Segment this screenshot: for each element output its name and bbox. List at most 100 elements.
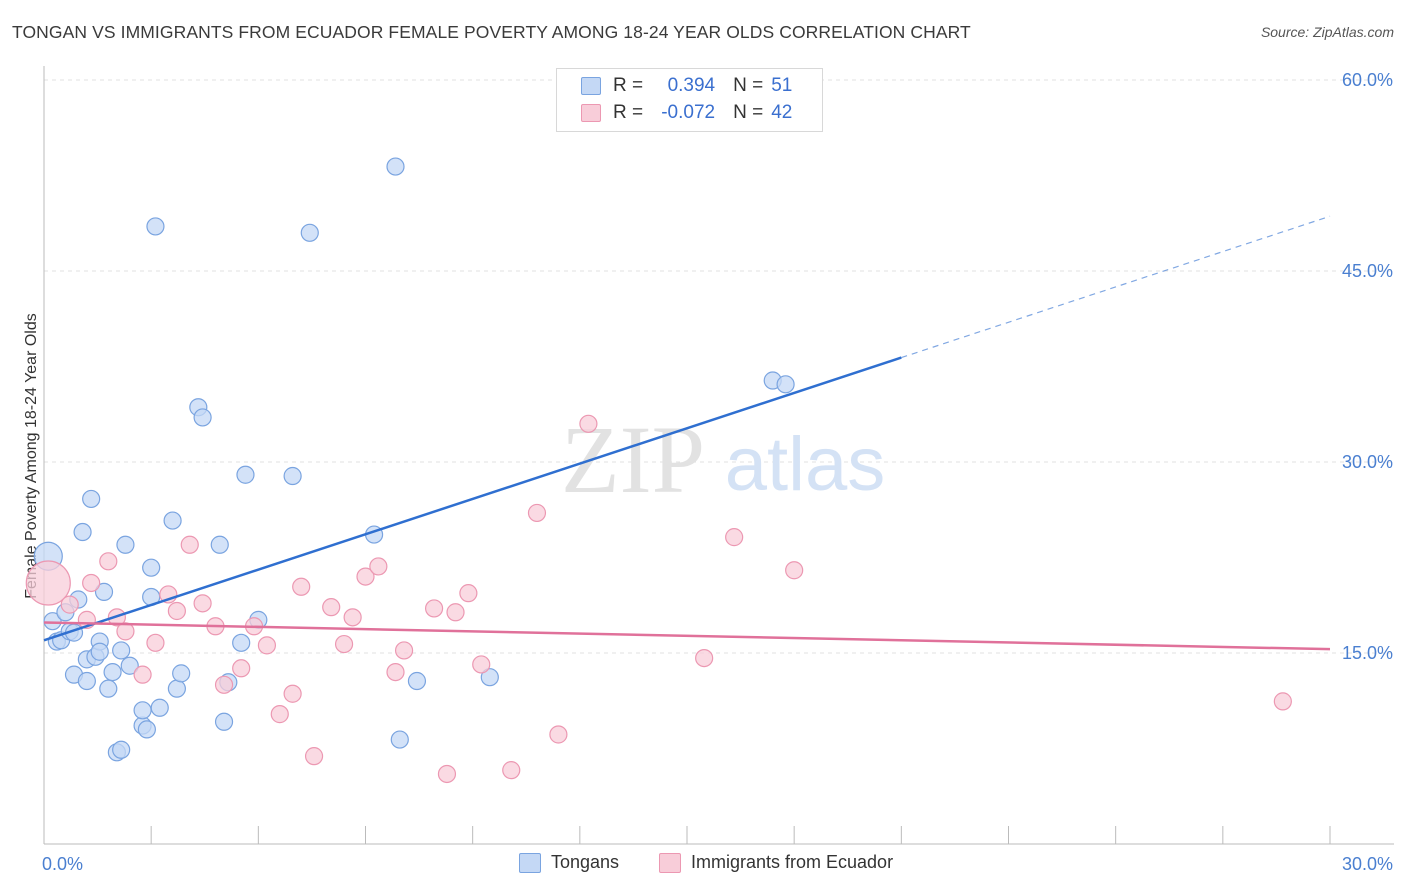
legend-item-tongans[interactable]: Tongans [519, 852, 619, 873]
tongans-point [300, 223, 319, 242]
ecuador-point [292, 577, 311, 596]
ecuador-point [133, 665, 152, 684]
ecuador-point [232, 659, 251, 678]
tongans-point [103, 662, 122, 682]
n-label: N = [733, 102, 764, 123]
ecuador-point [334, 634, 354, 654]
tongans-point [283, 466, 302, 486]
ecuador-point [459, 584, 478, 603]
ecuador-point [695, 648, 714, 668]
ecuador-point [446, 603, 465, 622]
tongans-point [116, 535, 135, 554]
ecuador-point [257, 636, 277, 655]
ecuador-point [549, 725, 568, 744]
stats-row-tongans: R = 0.394 N = 51 [581, 73, 792, 99]
y-tick-label: 60.0% [1342, 70, 1393, 90]
tongans-point [99, 679, 118, 698]
r-value: 0.394 [667, 75, 716, 96]
tongans-point [94, 582, 114, 601]
ecuador-point [82, 573, 101, 593]
tongans-trend-extension [901, 215, 1331, 359]
ecuador-point [527, 503, 547, 523]
ecuador-swatch [581, 104, 601, 122]
tongans-point [150, 698, 169, 717]
x-tick-label: 30.0% [1342, 854, 1393, 874]
tongans-point [120, 656, 139, 675]
tongans-point [390, 730, 409, 749]
tongans-point [77, 671, 96, 691]
watermark: ZIP atlas [561, 406, 885, 513]
ecuador-point [785, 561, 804, 580]
ecuador-point [725, 528, 744, 547]
ecuador-point [99, 552, 118, 571]
x-tick-label: 0.0% [42, 854, 83, 874]
ecuador-point [180, 535, 199, 554]
tongans-point [146, 217, 165, 236]
ecuador-point [322, 598, 341, 617]
tongans-point [73, 522, 92, 542]
ecuador-point [386, 662, 405, 682]
tongans-point [142, 558, 161, 577]
ecuador-point [116, 622, 135, 641]
tongans-point [43, 612, 62, 631]
tongans-point [82, 489, 101, 509]
n-label: N = [733, 75, 764, 96]
y-tick-label: 15.0% [1342, 643, 1393, 663]
tongans-point [407, 671, 427, 691]
chart-title: TONGAN VS IMMIGRANTS FROM ECUADOR FEMALE… [12, 22, 971, 42]
ecuador-point [424, 599, 444, 618]
r-label: R = [613, 75, 644, 96]
ecuador-point [60, 595, 79, 614]
ecuador-point [270, 705, 289, 724]
stats-legend: R = 0.394 N = 51 R = -0.072 N = 42 [556, 68, 823, 132]
ecuador-point [356, 567, 375, 586]
tick-labels: 15.0% 30.0% 45.0% 60.0% 0.0% 30.0% [42, 70, 1393, 874]
tongans-point [137, 720, 156, 739]
ecuador-point [146, 633, 165, 652]
tongans-point [112, 740, 131, 759]
n-value: 51 [771, 75, 793, 96]
tongans-point [236, 465, 255, 484]
ecuador-point [394, 641, 414, 660]
ecuador-point [369, 557, 388, 576]
ecuador-point [579, 414, 598, 433]
axes-layer [43, 66, 1394, 845]
tongans-swatch [581, 77, 601, 95]
ecuador-swatch [659, 852, 681, 873]
tongans-point [163, 511, 182, 530]
r-value: -0.072 [661, 102, 716, 123]
ecuador-point [25, 560, 71, 606]
ecuador-point [283, 684, 302, 703]
tongans-point [480, 668, 499, 687]
trend-layer [43, 215, 1331, 651]
tongans-swatch [519, 852, 541, 873]
legend-label: Tongans [551, 852, 620, 872]
tongans-point [112, 641, 131, 660]
series-legend: Tongans Immigrants from Ecuador [0, 852, 1406, 878]
tongans-point [133, 701, 152, 720]
tongans-point [172, 664, 191, 683]
tongans-point [193, 408, 212, 427]
tongans-point [90, 642, 109, 661]
ecuador-point [472, 655, 491, 674]
source-note: Source: ZipAtlas.com [1260, 24, 1394, 40]
ecuador-point [214, 675, 234, 694]
tongans-point [210, 535, 229, 554]
ecuador-point [167, 601, 186, 621]
legend-item-ecuador[interactable]: Immigrants from Ecuador [659, 852, 893, 873]
tongans-point [232, 633, 251, 652]
tongans-point [167, 679, 186, 698]
tongans-point [214, 712, 234, 731]
tongans-point [776, 375, 795, 394]
tongans-point [386, 157, 405, 176]
y-tick-label: 45.0% [1342, 261, 1393, 281]
tongans-trend-line [43, 356, 902, 642]
ecuador-trend-line [43, 621, 1331, 651]
points-layer [25, 157, 1292, 784]
ecuador-point [343, 608, 362, 627]
legend-label: Immigrants from Ecuador [691, 852, 894, 872]
y-tick-label: 30.0% [1342, 452, 1393, 472]
r-label: R = [613, 102, 644, 123]
ecuador-point [304, 747, 324, 766]
